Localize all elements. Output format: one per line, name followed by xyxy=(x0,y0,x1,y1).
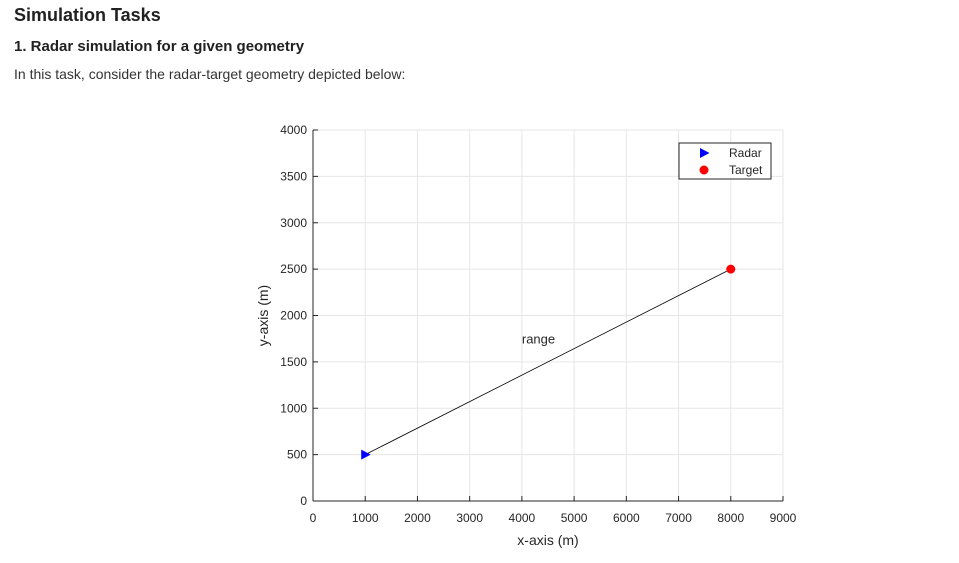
legend-target-label: Target xyxy=(729,163,763,177)
y-tick-label: 3500 xyxy=(280,169,307,183)
x-tick-label: 4000 xyxy=(509,511,536,525)
legend-box xyxy=(678,142,772,180)
y-tick-label: 4000 xyxy=(280,123,307,137)
x-tick-label: 8000 xyxy=(717,511,744,525)
axis-labels: 0 1000 2000 3000 4000 5000 6000 7000 8000 9000 0 50… xyxy=(255,123,797,548)
x-tick-label: 1000 xyxy=(352,511,379,525)
intro-text: In this task, consider the radar-target … xyxy=(14,66,406,82)
y-tick-label: 2000 xyxy=(280,309,307,323)
x-tick-label: 9000 xyxy=(770,511,797,525)
y-tick-label: 1500 xyxy=(280,355,307,369)
legend-radar-label: Radar xyxy=(729,146,762,160)
x-tick-label: 7000 xyxy=(665,511,692,525)
x-tick-label: 5000 xyxy=(561,511,588,525)
x-tick-label: 0 xyxy=(310,511,317,525)
page-title: Simulation Tasks xyxy=(14,5,161,25)
axes xyxy=(312,129,784,502)
legend: Radar Target xyxy=(678,142,772,180)
range-annotation: range xyxy=(522,331,555,346)
legend-radar-marker xyxy=(700,148,710,158)
y-tick-label: 500 xyxy=(287,448,307,462)
target-marker xyxy=(726,264,736,274)
x-tick-label: 2000 xyxy=(404,511,431,525)
x-tick-label: 3000 xyxy=(456,511,483,525)
x-tick-label: 6000 xyxy=(613,511,640,525)
y-tick-label: 0 xyxy=(300,494,307,508)
range-line xyxy=(365,268,731,455)
radar-marker xyxy=(361,449,371,460)
x-axis-label: x-axis (m) xyxy=(517,532,578,548)
plot-data xyxy=(361,264,736,460)
y-axis-label: y-axis (m) xyxy=(255,285,271,346)
y-tick-label: 1000 xyxy=(280,401,307,415)
section-title: 1. Radar simulation for a given geometry xyxy=(14,38,305,55)
legend-target-marker xyxy=(699,165,709,175)
y-tick-label: 2500 xyxy=(280,262,307,276)
y-tick-label: 3000 xyxy=(280,216,307,230)
